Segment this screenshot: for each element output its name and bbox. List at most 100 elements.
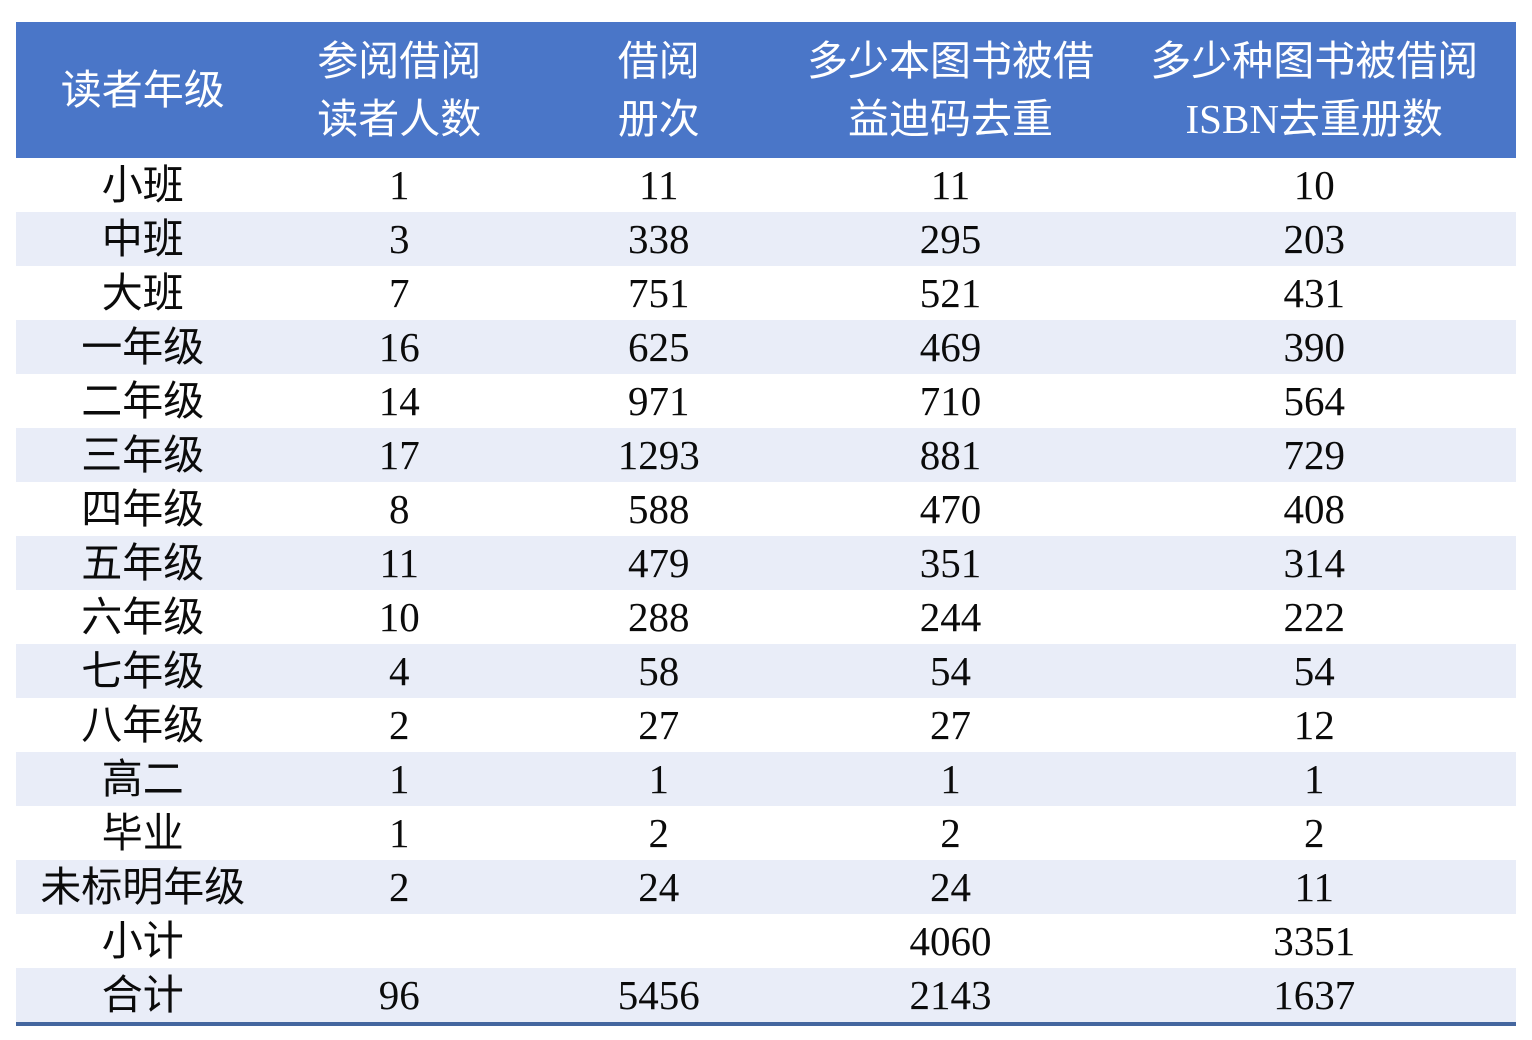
table-body: 小班 1 11 11 10 中班 3 338 295 203 大班 7 751 521 431 一年级 16 62… (16, 158, 1516, 1024)
value-cell: 881 (919, 431, 982, 478)
value-cell: 4 (388, 647, 410, 694)
value-cell: 710 (919, 377, 982, 424)
value-cell: 338 (627, 215, 690, 262)
grade-cell: 小计 (101, 917, 184, 964)
grade-cell: 一年级 (81, 323, 205, 370)
value-cell: 408 (1283, 485, 1345, 532)
value-cell: 54 (1293, 647, 1335, 694)
table-row: 小计 4060 3351 (16, 914, 1516, 968)
value-cell (529, 914, 788, 968)
column-header-books-borrowed-barcode: 多少本图书被借 益迪码去重 (788, 22, 1113, 158)
borrowing-stats-table-wrap: 读者年级 参阅借阅 读者人数 借阅 册次 多少本图书被借 益迪码去重 多少种图书被借阅 ISBN… (16, 22, 1516, 1026)
value-cell: 1 (940, 755, 961, 802)
grade-cell: 五年级 (81, 539, 205, 586)
value-cell: 10 (1293, 161, 1335, 208)
value-cell: 27 (638, 701, 680, 748)
grade-cell: 二年级 (81, 377, 205, 424)
table-row: 二年级 14 971 710 564 (16, 374, 1516, 428)
value-cell: 24 (638, 863, 680, 910)
grade-cell: 八年级 (81, 701, 205, 748)
header-row: 读者年级 参阅借阅 读者人数 借阅 册次 多少本图书被借 益迪码去重 多少种图书被借阅 ISBN… (16, 22, 1516, 158)
value-cell: 96 (378, 971, 420, 1018)
value-cell: 17 (378, 431, 420, 478)
table-row: 七年级 4 58 54 54 (16, 644, 1516, 698)
table-row: 六年级 10 288 244 222 (16, 590, 1516, 644)
grade-cell: 高二 (101, 755, 184, 802)
table-header: 读者年级 参阅借阅 读者人数 借阅 册次 多少本图书被借 益迪码去重 多少种图书被借阅 ISBN… (16, 22, 1516, 158)
grade-cell: 未标明年级 (40, 863, 246, 910)
value-cell: 5456 (617, 971, 700, 1018)
value-cell: 1 (388, 755, 410, 802)
value-cell: 24 (929, 863, 971, 910)
value-cell: 1 (648, 755, 669, 802)
value-cell: 625 (627, 323, 690, 370)
value-cell: 479 (627, 539, 690, 586)
table-row: 小班 1 11 11 10 (16, 158, 1516, 212)
value-cell: 588 (627, 485, 690, 532)
value-cell: 1637 (1273, 971, 1356, 1018)
grade-cell: 毕业 (101, 809, 184, 856)
borrowing-stats-table: 读者年级 参阅借阅 读者人数 借阅 册次 多少本图书被借 益迪码去重 多少种图书被借阅 ISBN… (16, 22, 1516, 1026)
value-cell: 431 (1283, 269, 1345, 316)
value-cell: 10 (378, 593, 420, 640)
table-row: 大班 7 751 521 431 (16, 266, 1516, 320)
value-cell: 469 (919, 323, 982, 370)
value-cell: 222 (1283, 593, 1345, 640)
table-row: 四年级 8 588 470 408 (16, 482, 1516, 536)
grade-cell: 小班 (101, 161, 184, 208)
value-cell (270, 914, 529, 968)
column-header-reader-count: 参阅借阅 读者人数 (269, 22, 529, 158)
value-cell: 4060 (909, 917, 992, 964)
grade-cell: 大班 (101, 269, 184, 316)
grade-cell: 四年级 (81, 485, 205, 532)
table-row: 八年级 2 27 27 12 (16, 698, 1516, 752)
table-row: 中班 3 338 295 203 (16, 212, 1516, 266)
value-cell: 12 (1293, 701, 1335, 748)
value-cell: 2 (388, 701, 410, 748)
value-cell: 11 (379, 539, 419, 586)
grade-cell: 中班 (101, 215, 184, 262)
value-cell: 1 (1303, 755, 1325, 802)
value-cell: 729 (1283, 431, 1345, 478)
value-cell: 27 (929, 701, 971, 748)
table-row: 一年级 16 625 469 390 (16, 320, 1516, 374)
table-row: 合计 96 5456 2143 1637 (16, 968, 1516, 1024)
value-cell: 203 (1283, 215, 1345, 262)
grade-cell: 三年级 (81, 431, 205, 478)
value-cell: 295 (919, 215, 982, 262)
value-cell: 58 (638, 647, 680, 694)
value-cell: 11 (930, 161, 971, 208)
value-cell: 14 (378, 377, 420, 424)
value-cell: 8 (388, 485, 410, 532)
value-cell: 16 (378, 323, 420, 370)
column-header-titles-borrowed-isbn: 多少种图书被借阅 ISBN去重册数 (1112, 22, 1516, 158)
value-cell: 521 (919, 269, 982, 316)
value-cell: 2 (1303, 809, 1325, 856)
value-cell: 1 (388, 809, 410, 856)
value-cell: 3351 (1273, 917, 1356, 964)
value-cell: 11 (1294, 863, 1334, 910)
value-cell: 288 (627, 593, 690, 640)
column-header-loan-volume-times: 借阅 册次 (528, 22, 789, 158)
value-cell: 11 (638, 161, 679, 208)
table-row: 毕业 1 2 2 2 (16, 806, 1516, 860)
value-cell: 314 (1283, 539, 1345, 586)
value-cell: 751 (627, 269, 690, 316)
table-row: 五年级 11 479 351 314 (16, 536, 1516, 590)
grade-cell: 七年级 (81, 647, 205, 694)
value-cell: 54 (929, 647, 971, 694)
value-cell: 7 (388, 269, 410, 316)
value-cell: 564 (1283, 377, 1345, 424)
value-cell: 470 (919, 485, 982, 532)
value-cell: 971 (627, 377, 690, 424)
value-cell: 351 (919, 539, 982, 586)
value-cell: 2 (648, 809, 669, 856)
grade-cell: 六年级 (81, 593, 205, 640)
value-cell: 390 (1283, 323, 1345, 370)
value-cell: 244 (919, 593, 982, 640)
value-cell: 2143 (909, 971, 992, 1018)
value-cell: 2 (940, 809, 961, 856)
value-cell: 1293 (617, 431, 700, 478)
value-cell: 2 (388, 863, 410, 910)
value-cell: 3 (388, 215, 410, 262)
